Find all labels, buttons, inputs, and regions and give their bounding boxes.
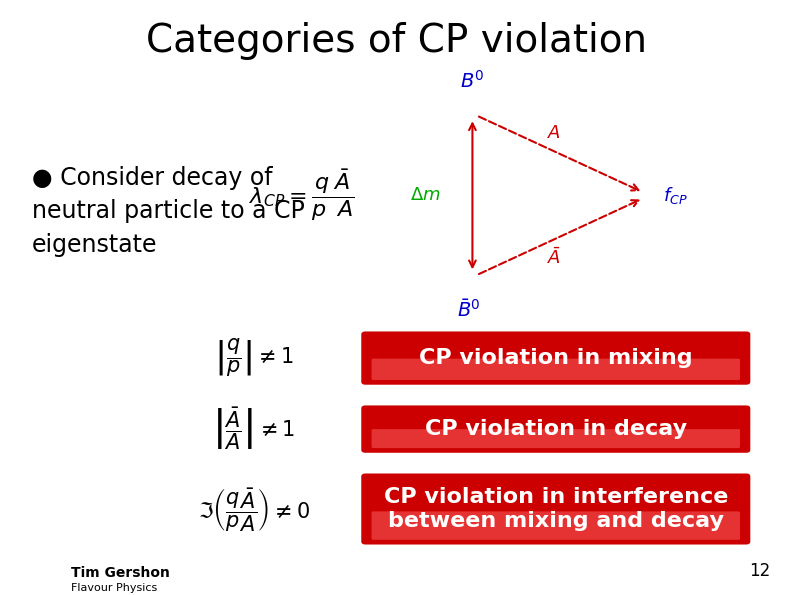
- Text: $\Delta m$: $\Delta m$: [410, 186, 441, 204]
- FancyBboxPatch shape: [372, 359, 740, 380]
- FancyBboxPatch shape: [361, 331, 750, 385]
- Text: CP violation in decay: CP violation in decay: [425, 419, 687, 439]
- Text: 12: 12: [749, 562, 770, 580]
- Text: $\Im\left(\dfrac{q}{p}\dfrac{\bar{A}}{A}\right) \neq 0$: $\Im\left(\dfrac{q}{p}\dfrac{\bar{A}}{A}…: [198, 486, 310, 533]
- Text: CP violation in mixing: CP violation in mixing: [419, 348, 692, 368]
- Text: Flavour Physics: Flavour Physics: [71, 583, 158, 593]
- Text: $\left|\dfrac{\bar{A}}{A}\right| \neq 1$: $\left|\dfrac{\bar{A}}{A}\right| \neq 1$: [213, 406, 295, 452]
- Text: Categories of CP violation: Categories of CP violation: [147, 23, 647, 61]
- Text: ● Consider decay of
neutral particle to a CP
eigenstate: ● Consider decay of neutral particle to …: [32, 166, 305, 256]
- Text: $A$: $A$: [547, 124, 561, 142]
- Text: $\lambda_{CP}=\dfrac{q\;\bar{A}}{p\;\;A}$: $\lambda_{CP}=\dfrac{q\;\bar{A}}{p\;\;A}…: [249, 168, 355, 223]
- Text: $f_{CP}$: $f_{CP}$: [663, 185, 688, 206]
- Text: $B^0$: $B^0$: [461, 70, 484, 92]
- FancyBboxPatch shape: [361, 405, 750, 453]
- Text: $\left|\dfrac{q}{p}\right| \neq 1$: $\left|\dfrac{q}{p}\right| \neq 1$: [214, 337, 294, 380]
- Text: Tim Gershon: Tim Gershon: [71, 566, 171, 580]
- Text: $\bar{A}$: $\bar{A}$: [547, 247, 561, 268]
- FancyBboxPatch shape: [372, 429, 740, 448]
- Text: $\bar{B}^0$: $\bar{B}^0$: [457, 299, 480, 321]
- FancyBboxPatch shape: [361, 474, 750, 544]
- Text: CP violation in interference
between mixing and decay: CP violation in interference between mix…: [384, 487, 728, 531]
- FancyBboxPatch shape: [372, 511, 740, 540]
